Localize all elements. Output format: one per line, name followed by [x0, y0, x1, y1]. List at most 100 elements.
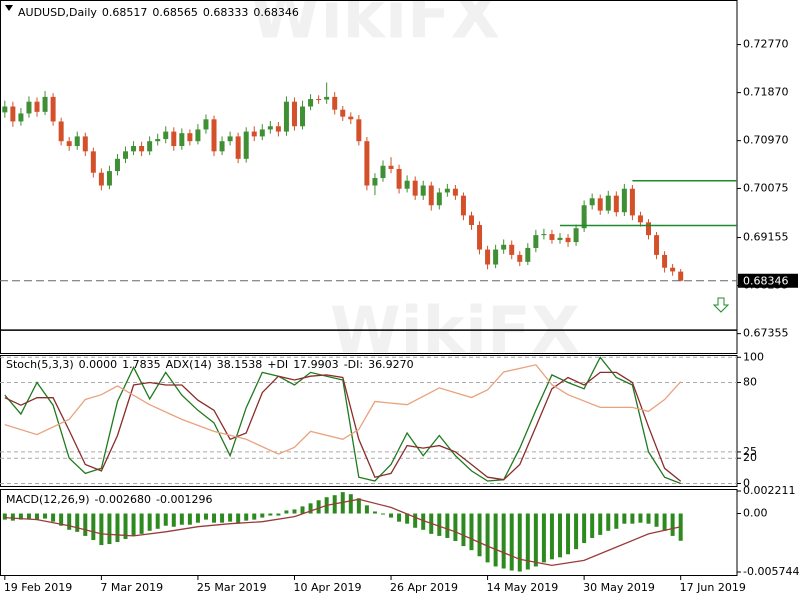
candle-body	[412, 180, 418, 196]
candle-body	[308, 99, 314, 107]
candle-body	[195, 129, 201, 142]
candle-body	[316, 99, 322, 101]
histogram-bar	[662, 513, 667, 531]
histogram-bar	[2, 513, 7, 520]
y-tick-label: 20	[743, 451, 757, 464]
candle-body	[131, 146, 137, 152]
candle-body	[621, 188, 627, 213]
histogram-bar	[638, 513, 643, 523]
candle-body	[211, 119, 217, 152]
candle-body	[581, 205, 587, 229]
candle-body	[171, 131, 177, 147]
candle-body	[436, 192, 442, 206]
candle-body	[10, 106, 16, 122]
candle-body	[404, 180, 410, 189]
indicator-header: 17.9903	[293, 358, 339, 371]
stoch-panel-border	[0, 355, 738, 487]
candle-body	[477, 225, 483, 250]
histogram-bar	[437, 513, 442, 536]
candle-body	[155, 139, 161, 142]
histogram-bar	[300, 506, 305, 514]
indicator-header: Stoch(5,3,3)	[6, 358, 74, 371]
x-tick-label: 25 Mar 2019	[197, 581, 267, 594]
macd-panel-border	[0, 489, 738, 576]
histogram-bar	[123, 513, 128, 539]
histogram-bar	[203, 513, 208, 520]
candle-body	[605, 195, 611, 211]
candle-body	[549, 234, 555, 240]
candle-body	[533, 235, 539, 248]
candle-body	[380, 165, 386, 179]
candle-body	[678, 271, 684, 281]
histogram-bar	[91, 513, 96, 540]
y-tick-label: 25	[743, 445, 757, 458]
candle-body	[203, 119, 209, 130]
candle-body	[428, 185, 434, 206]
current-price-label: 0.68346	[743, 275, 789, 288]
candle-body	[114, 158, 120, 172]
candle-body	[300, 106, 306, 127]
candle-body	[259, 129, 265, 137]
candle-body	[444, 188, 450, 193]
y-tick-label: 0.67355	[743, 327, 789, 340]
candle-body	[645, 222, 651, 236]
candle-body	[34, 101, 40, 112]
histogram-bar	[525, 513, 530, 570]
y-tick-label: 0.71870	[743, 86, 789, 99]
candle-body	[372, 178, 378, 186]
histogram-bar	[276, 513, 281, 516]
indicator-header: MACD(12,26,9)	[6, 493, 90, 506]
histogram-bar	[606, 513, 611, 531]
histogram-bar	[244, 513, 249, 521]
histogram-bar	[220, 513, 225, 523]
x-tick-label: 17 Jun 2019	[680, 581, 746, 594]
histogram-bar	[107, 513, 112, 545]
candle-body	[356, 119, 362, 142]
candle-body	[74, 136, 80, 147]
candle-body	[388, 165, 394, 169]
candle-body	[42, 96, 48, 112]
histogram-bar	[35, 513, 40, 520]
candle-body	[629, 188, 635, 216]
menu-triangle[interactable]	[5, 5, 13, 11]
candle-body	[557, 237, 563, 240]
indicator-header: -DI:	[344, 358, 363, 371]
y-tick-label: 0.72770	[743, 38, 789, 51]
y-tick-label: -0.005744	[743, 565, 799, 578]
histogram-bar	[131, 513, 136, 536]
histogram-bar	[582, 513, 587, 544]
histogram-bar	[389, 513, 394, 518]
indicator-header: -0.002680	[95, 493, 151, 506]
histogram-bar	[147, 513, 152, 531]
current-price-box	[738, 273, 798, 288]
y-tick-label: 100	[743, 350, 764, 363]
indicator-header: 0.68565	[152, 6, 198, 19]
indicator-line	[4, 371, 682, 482]
histogram-bar	[574, 513, 579, 550]
candle-body	[597, 198, 603, 211]
candle-body	[468, 215, 474, 226]
candle-body	[235, 136, 241, 159]
histogram-bar	[292, 509, 297, 514]
histogram-bar	[646, 513, 651, 524]
histogram-bar	[115, 513, 120, 543]
histogram-bar	[179, 513, 184, 525]
candle-body	[98, 172, 104, 186]
histogram-bar	[99, 513, 104, 546]
x-tick-label: 30 May 2019	[583, 581, 655, 594]
histogram-bar	[566, 513, 571, 555]
candle-body	[123, 151, 129, 159]
candle-body	[670, 267, 676, 272]
histogram-bar	[26, 513, 31, 519]
histogram-bar	[268, 513, 273, 516]
candle-body	[637, 215, 643, 223]
indicator-header: 38.1538	[217, 358, 263, 371]
indicator-header: 0.68346	[253, 6, 299, 19]
histogram-bar	[83, 513, 88, 536]
candle-body	[291, 101, 297, 127]
watermark: WikiFX	[250, 0, 500, 54]
y-tick-label: 0	[743, 476, 750, 489]
histogram-bar	[469, 513, 474, 551]
histogram-bar	[284, 510, 289, 514]
